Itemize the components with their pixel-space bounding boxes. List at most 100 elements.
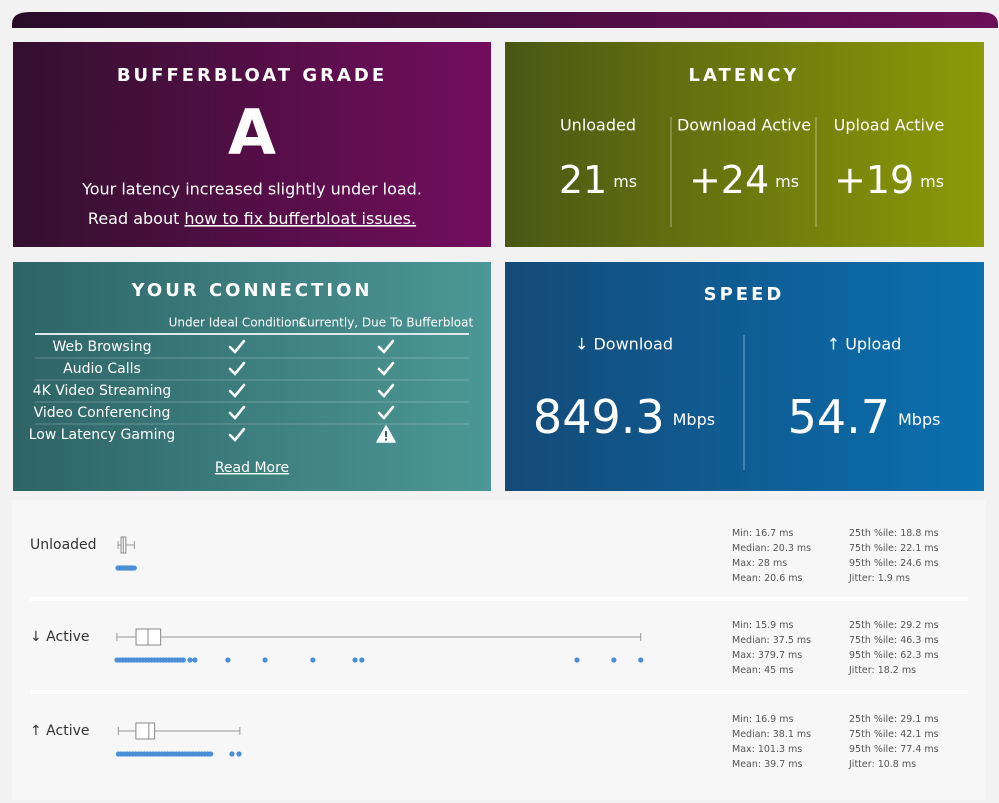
stat: Min: 15.9 ms <box>732 620 793 631</box>
grade-message: Your latency increased slightly under lo… <box>81 180 422 199</box>
unit: Mbps <box>898 410 940 429</box>
stat-value: 29.1 <box>900 714 921 725</box>
warning-mark <box>385 431 387 437</box>
sample-dot <box>192 657 198 663</box>
stat-label: Min: <box>732 620 752 631</box>
stat-value: 24.6 <box>900 558 921 569</box>
stat-label: 75th %ile: <box>849 729 897 740</box>
stat-value: 28 <box>758 558 770 569</box>
stat: 95th %ile: 24.6 ms <box>849 558 939 569</box>
value: +19 <box>834 158 914 202</box>
stat-unit: ms <box>788 744 802 755</box>
sample-dot <box>180 657 186 663</box>
stat-label: Median: <box>732 635 770 646</box>
stat: 95th %ile: 77.4 ms <box>849 744 939 755</box>
stat: 25th %ile: 18.8 ms <box>849 528 939 539</box>
stat-label: Mean: <box>732 665 761 676</box>
use-case: Video Conferencing <box>34 405 171 421</box>
stat: Max: 28 ms <box>732 558 787 569</box>
stat-label: Jitter: <box>848 665 875 676</box>
latency-label: Download Active <box>677 116 811 135</box>
stat-value: 10.8 <box>878 759 899 770</box>
speed-value: 849.3 Mbps <box>533 390 715 444</box>
stat-value: 20.6 <box>764 573 785 584</box>
stat-value: 15.9 <box>755 620 776 631</box>
sample-dot <box>352 657 358 663</box>
stat: Median: 37.5 ms <box>732 635 811 646</box>
speed-label: ↓ Download <box>575 335 673 354</box>
stat-label: Min: <box>732 528 752 539</box>
stat-label: Mean: <box>732 573 761 584</box>
stat: 95th %ile: 62.3 ms <box>849 650 939 661</box>
stat-label: 75th %ile: <box>849 635 897 646</box>
top-bar <box>12 12 998 28</box>
latency-value: 21 ms <box>559 158 637 202</box>
box <box>135 722 156 740</box>
stat-unit: ms <box>924 744 938 755</box>
stat-unit: ms <box>779 714 793 725</box>
stat-label: 75th %ile: <box>849 543 897 554</box>
sample-dot <box>229 751 235 757</box>
stat-value: 39.7 <box>764 759 785 770</box>
stat-value: 42.1 <box>900 729 921 740</box>
check-icon <box>377 405 395 420</box>
stat-unit: ms <box>788 650 802 661</box>
stat: Max: 101.3 ms <box>732 744 802 755</box>
card-title: BUFFERBLOAT GRADE <box>117 65 387 86</box>
stat: Mean: 39.7 ms <box>732 759 803 770</box>
unit: ms <box>775 172 799 191</box>
read-more-link[interactable]: Read More <box>215 460 289 476</box>
stat-label: Jitter: <box>848 573 875 584</box>
speed-card <box>505 262 984 491</box>
stat-value: 101.3 <box>758 744 785 755</box>
row-label: ↓ Active <box>30 629 90 645</box>
stat-unit: ms <box>924 528 938 539</box>
stat-label: Min: <box>732 714 752 725</box>
stat: Min: 16.7 ms <box>732 528 793 539</box>
use-case: Web Browsing <box>53 339 152 355</box>
stat-label: 95th %ile: <box>849 744 897 755</box>
stat-label: Max: <box>732 558 755 569</box>
sample-dot <box>236 751 242 757</box>
unit: Mbps <box>673 410 715 429</box>
stat-value: 379.7 <box>758 650 785 661</box>
check-icon <box>228 427 246 442</box>
stat-value: 1.9 <box>878 573 893 584</box>
sample-dot <box>638 657 644 663</box>
latency-label: Unloaded <box>560 116 636 135</box>
connection-card <box>13 262 491 491</box>
unit: ms <box>613 172 637 191</box>
stat-value: 46.3 <box>900 635 921 646</box>
stat-label: Jitter: <box>848 759 875 770</box>
stat: 75th %ile: 42.1 ms <box>849 729 939 740</box>
use-case: Audio Calls <box>63 361 141 377</box>
stat-value: 29.2 <box>900 620 921 631</box>
stat-unit: ms <box>788 759 802 770</box>
stat-unit: ms <box>797 543 811 554</box>
latency-label: Upload Active <box>834 116 945 135</box>
stat: Median: 38.1 ms <box>732 729 811 740</box>
stat-value: 18.8 <box>900 528 921 539</box>
stat-value: 62.3 <box>900 650 921 661</box>
stat: 25th %ile: 29.1 ms <box>849 714 939 725</box>
stat-unit: ms <box>779 528 793 539</box>
card-title: SPEED <box>704 284 785 305</box>
stat: Jitter: 10.8 ms <box>848 759 916 770</box>
stat: 75th %ile: 22.1 ms <box>849 543 939 554</box>
fix-link[interactable]: how to fix bufferbloat issues. <box>184 209 416 228</box>
stat: Jitter: 18.2 ms <box>848 665 916 676</box>
check-icon <box>377 339 395 354</box>
stat-unit: ms <box>924 543 938 554</box>
stat-label: Median: <box>732 729 770 740</box>
stat-unit: ms <box>788 573 802 584</box>
stat-value: 37.5 <box>773 635 794 646</box>
sample-dot <box>574 657 580 663</box>
stat-unit: ms <box>902 759 916 770</box>
stat-unit: ms <box>924 620 938 631</box>
stat-value: 45 <box>764 665 776 676</box>
stat-unit: ms <box>924 558 938 569</box>
stat-unit: ms <box>924 650 938 661</box>
stat-unit: ms <box>779 620 793 631</box>
stat-value: 38.1 <box>773 729 794 740</box>
